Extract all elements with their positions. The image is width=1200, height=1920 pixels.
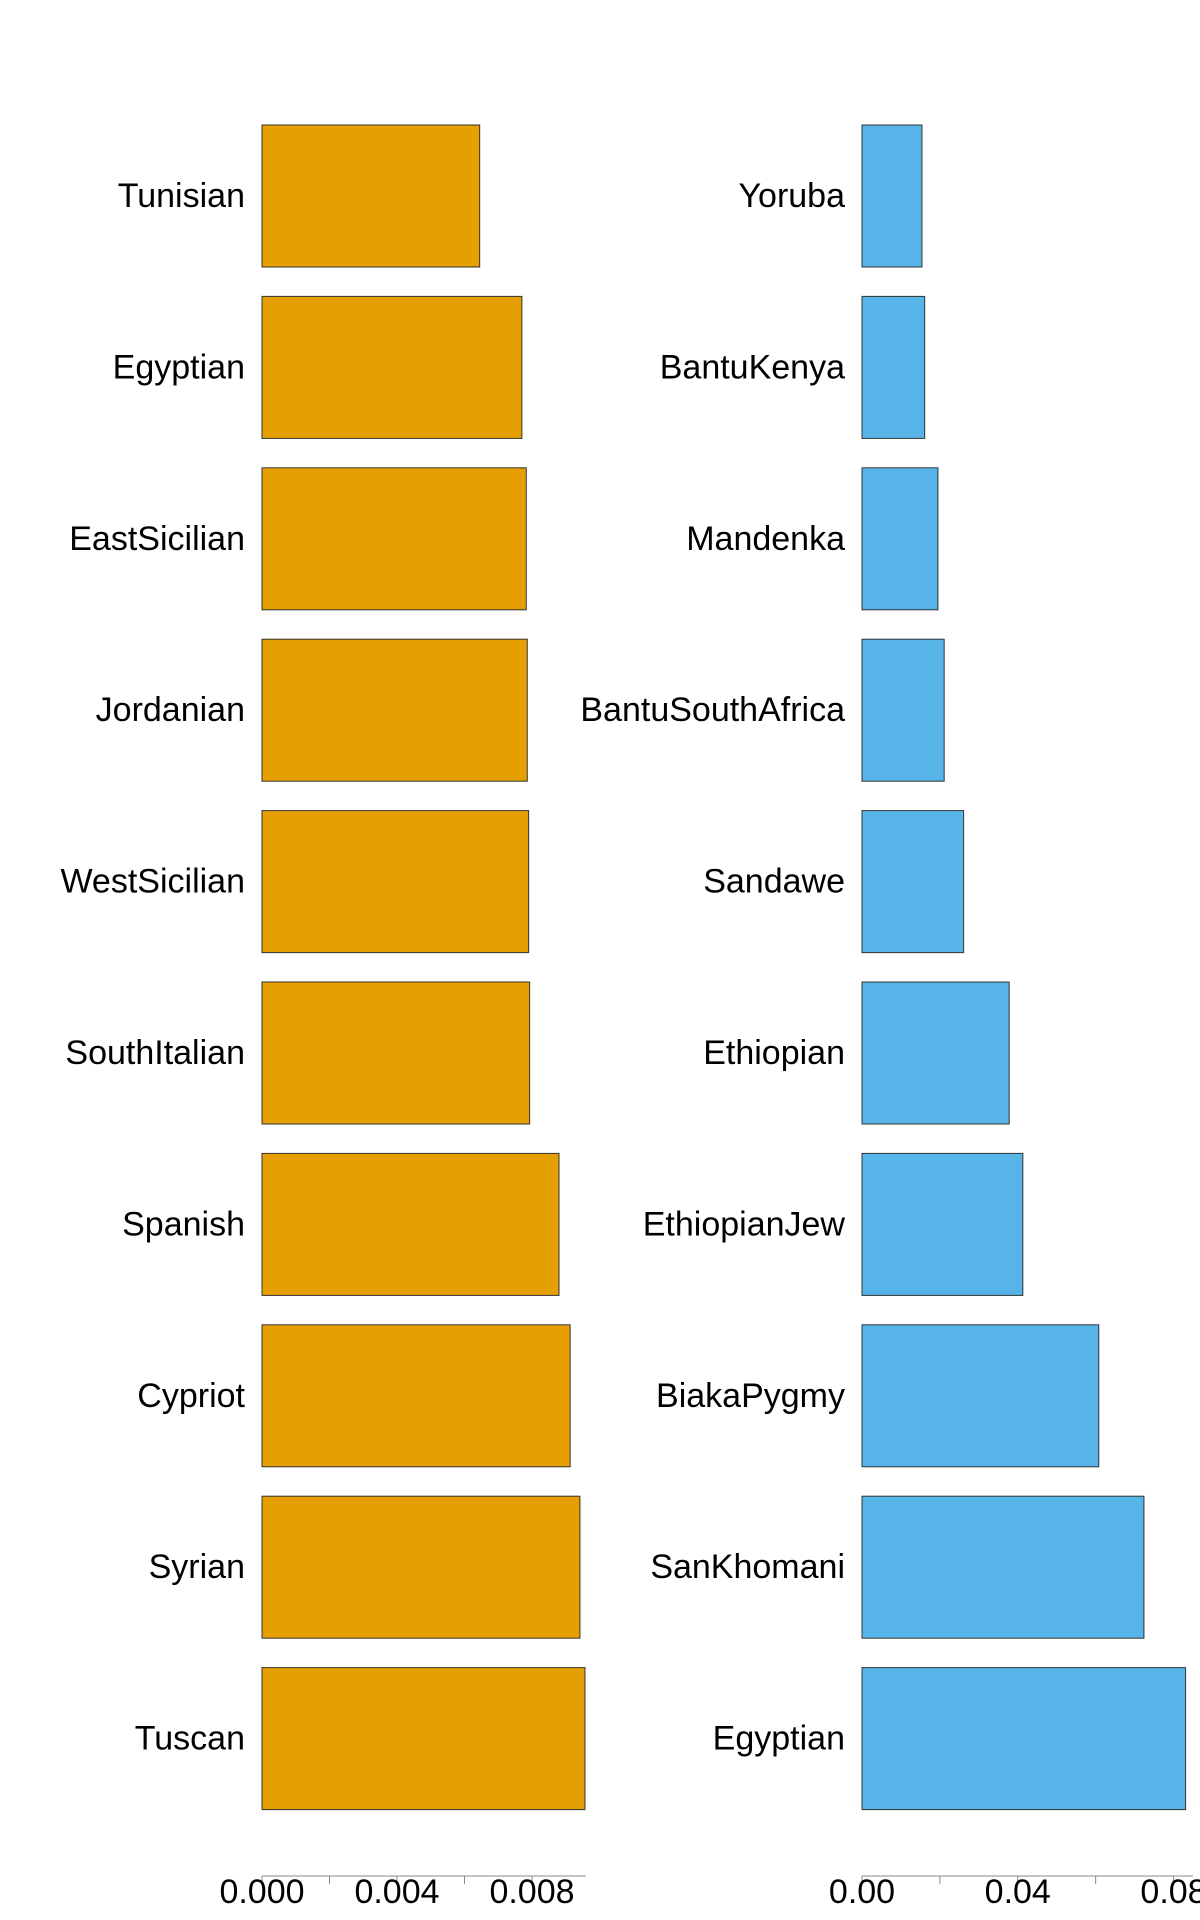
bar [261, 295, 523, 439]
x-tick-label: 0.00 [829, 1873, 895, 1911]
y-tick-label: Cypriot [137, 1377, 245, 1415]
bar [861, 810, 965, 954]
bar [861, 981, 1010, 1125]
bar [861, 295, 926, 439]
y-tick-label: Spanish [122, 1205, 245, 1243]
bar [261, 638, 528, 782]
x-tick-label: 0.004 [354, 1873, 439, 1911]
y-tick-label: Egyptian [113, 348, 245, 386]
bar [861, 1324, 1100, 1468]
y-tick-label: Jordanian [96, 691, 245, 729]
bar [261, 124, 481, 268]
bar [861, 467, 939, 611]
bar [861, 1152, 1024, 1296]
bar [261, 1495, 581, 1639]
y-tick-label: BiakaPygmy [656, 1377, 845, 1415]
x-tick-label: 0.000 [219, 1873, 304, 1911]
bar [861, 1495, 1145, 1639]
x-tick-label: 0.008 [489, 1873, 574, 1911]
y-tick-label: SouthItalian [65, 1034, 245, 1072]
x-tick-label: 0.08 [1140, 1873, 1200, 1911]
bar [861, 124, 923, 268]
bar [861, 638, 945, 782]
y-tick-label: EthiopianJew [643, 1205, 846, 1243]
x-tick-label: 0.04 [985, 1873, 1051, 1911]
y-tick-label: Mandenka [686, 520, 845, 558]
bar [261, 810, 530, 954]
y-tick-label: Tuscan [135, 1720, 245, 1758]
y-tick-label: Sandawe [703, 863, 845, 901]
bar [861, 1667, 1187, 1811]
bar [261, 467, 527, 611]
bar [261, 1152, 560, 1296]
y-tick-label: Ethiopian [703, 1034, 845, 1072]
y-tick-label: Egyptian [713, 1720, 845, 1758]
bar [261, 981, 531, 1125]
y-tick-label: WestSicilian [60, 863, 245, 901]
y-tick-label: EastSicilian [69, 520, 245, 558]
y-tick-label: BantuSouthAfrica [580, 691, 845, 729]
bar [261, 1324, 571, 1468]
y-tick-label: Syrian [149, 1548, 245, 1586]
bar [261, 1667, 586, 1811]
y-tick-label: BantuKenya [660, 348, 845, 386]
y-tick-label: Tunisian [118, 177, 245, 215]
y-tick-label: Yoruba [738, 177, 845, 215]
y-tick-label: SanKhomani [650, 1548, 845, 1586]
